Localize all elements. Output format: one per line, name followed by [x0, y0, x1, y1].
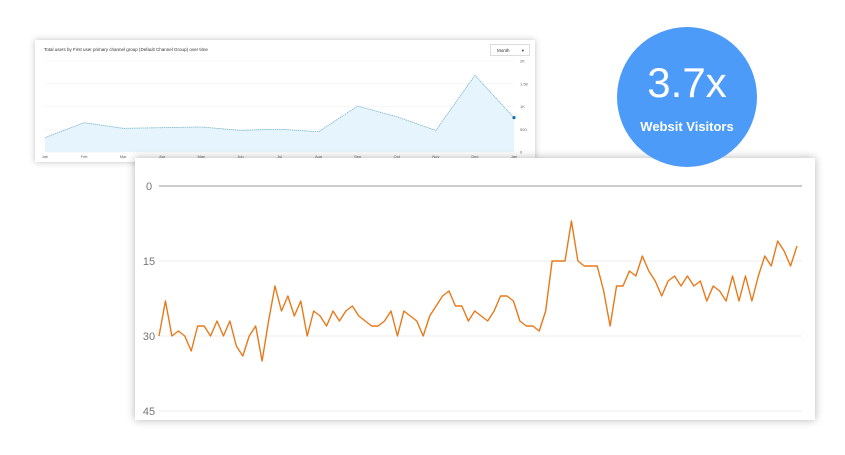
x-tick-label: Jul: [277, 154, 282, 159]
area-fill: [45, 75, 514, 152]
data-point: [512, 116, 516, 120]
caret-down-icon: ▾: [521, 48, 524, 53]
x-tick-label: Dec: [471, 154, 478, 159]
series-line: [44, 74, 515, 139]
x-tick-label: Sep: [354, 154, 362, 159]
users-over-time-card: 2K 1.5K 1K 500 0 Jan Feb Mar Apr May Jun Jul Aug Sep O…: [35, 40, 535, 162]
visitors-badge: 3.7x Websit Visitors: [617, 27, 757, 167]
chart-title: Total users by First user primary channe…: [44, 47, 208, 52]
x-tick-label: Mar: [120, 154, 128, 159]
y-tick-label: 500: [520, 127, 527, 132]
x-tick-label: Apr: [159, 154, 166, 159]
ranking-line-chart: 0 15 30 45: [143, 181, 802, 418]
y-tick-label: 45: [143, 406, 155, 418]
y-tick-label: 30: [143, 331, 155, 343]
x-tick-label: Jan: [42, 154, 48, 159]
x-tick-label: May: [198, 154, 206, 159]
badge-label: Websit Visitors: [640, 119, 734, 134]
x-tick-label: Jun: [237, 154, 243, 159]
y-tick-label: 0: [146, 181, 152, 193]
series-line: [158, 220, 798, 362]
period-value: Month: [497, 48, 510, 53]
x-tick-label: Jan: [511, 154, 517, 159]
y-tick-label: 15: [143, 256, 155, 268]
period-dropdown[interactable]: Month ▾: [490, 44, 530, 56]
x-tick-label: Nov: [432, 154, 439, 159]
y-tick-label: 2K: [520, 59, 525, 64]
y-tick-label: 0: [520, 150, 523, 155]
x-tick-label: Feb: [81, 154, 89, 159]
x-tick-label: Oct: [394, 154, 401, 159]
y-tick-label: 1.5K: [520, 81, 529, 86]
y-tick-label: 1K: [520, 104, 525, 109]
x-tick-label: Aug: [315, 154, 322, 159]
badge-value: 3.7x: [647, 59, 727, 106]
ranking-chart-card: 0 15 30 45: [135, 158, 815, 420]
